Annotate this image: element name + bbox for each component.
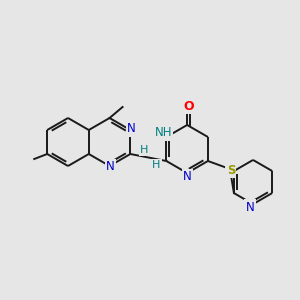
Text: NH: NH <box>154 127 172 140</box>
Text: N: N <box>226 161 235 175</box>
Text: N: N <box>127 122 136 136</box>
Text: H: H <box>152 160 161 170</box>
Text: N: N <box>246 201 254 214</box>
Text: H: H <box>140 145 148 155</box>
Text: O: O <box>183 100 194 112</box>
Text: N: N <box>183 170 191 184</box>
Text: S: S <box>227 164 235 176</box>
Text: N: N <box>106 160 115 173</box>
